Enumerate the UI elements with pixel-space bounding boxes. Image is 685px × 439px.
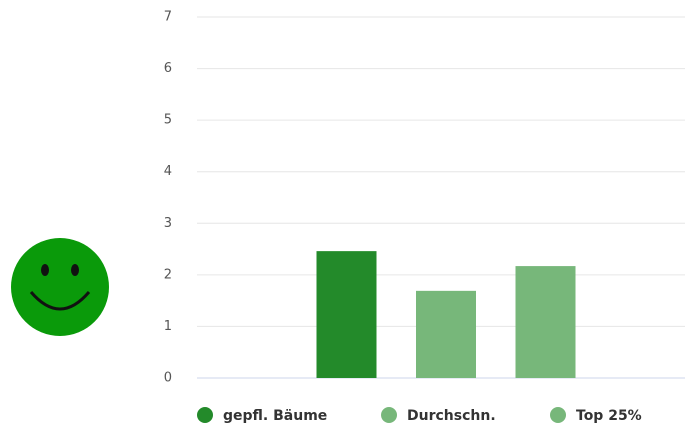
bar	[416, 290, 476, 378]
smiley-eye	[71, 264, 79, 276]
y-tick-label: 6	[164, 61, 172, 76]
smiley-eye	[41, 264, 49, 276]
legend-marker	[197, 407, 213, 423]
y-tick-label: 7	[164, 10, 172, 25]
bar	[316, 251, 377, 378]
y-tick-label: 4	[164, 164, 172, 179]
legend-label: Top 25%	[576, 408, 642, 424]
y-tick-label: 1	[164, 319, 172, 334]
smiley-icon	[11, 238, 109, 336]
legend-label: Durchschn.	[407, 408, 496, 424]
smiley-face	[11, 238, 109, 336]
smiley-mouth	[29, 291, 91, 311]
y-tick-label: 2	[164, 267, 172, 282]
legend-label: gepfl. Bäume	[223, 408, 327, 424]
y-tick-label: 3	[164, 216, 172, 231]
y-tick-label: 5	[164, 113, 172, 128]
legend-marker	[381, 407, 397, 423]
bar	[515, 266, 576, 378]
legend-marker	[550, 407, 566, 423]
y-tick-label: 0	[164, 371, 172, 386]
